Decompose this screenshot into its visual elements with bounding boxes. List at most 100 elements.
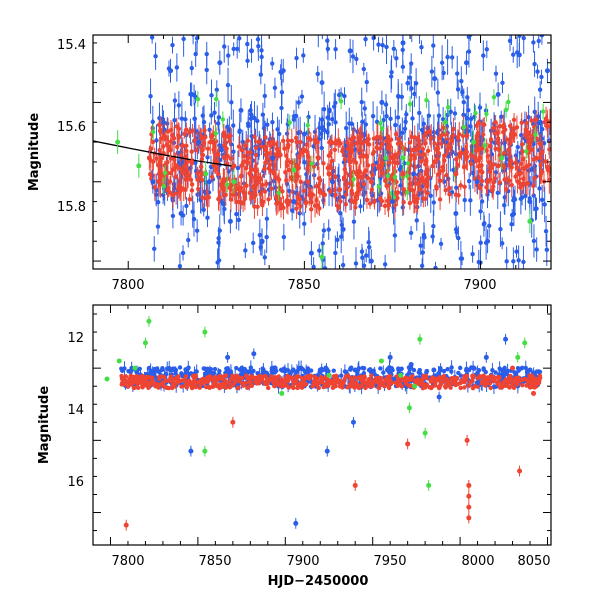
- blue-point: [248, 365, 254, 370]
- blue-point: [356, 366, 362, 371]
- red-point: [342, 167, 348, 172]
- blue-point: [308, 368, 314, 373]
- blue-point: [511, 211, 517, 217]
- blue-point: [376, 42, 381, 47]
- red-point: [216, 196, 222, 201]
- blue-point: [388, 369, 394, 374]
- blue-point: [459, 78, 464, 84]
- red-point: [502, 164, 507, 169]
- red-point: [247, 190, 253, 196]
- blue-point: [449, 365, 454, 370]
- blue-point: [478, 240, 483, 245]
- red-point: [274, 146, 280, 152]
- red-point: [361, 174, 366, 179]
- red-point: [298, 179, 303, 185]
- top-y-axis-title: Magnitude: [27, 113, 42, 192]
- red-point: [485, 179, 491, 185]
- blue-point: [493, 170, 499, 175]
- blue-point: [531, 141, 536, 147]
- blue-point: [157, 115, 162, 121]
- red-point: [267, 162, 272, 167]
- red-point: [480, 122, 486, 128]
- blue-point: [468, 116, 474, 122]
- blue-point: [463, 60, 469, 66]
- blue-point: [495, 91, 501, 97]
- blue-point: [323, 365, 329, 370]
- red-point: [256, 139, 261, 144]
- red-point: [468, 161, 474, 167]
- red-point: [411, 147, 417, 153]
- blue-point: [326, 121, 331, 127]
- red-point: [195, 177, 200, 183]
- red-point: [241, 191, 247, 197]
- red-point: [484, 148, 489, 153]
- red-point: [170, 132, 175, 138]
- blue-point: [209, 370, 214, 375]
- green-point: [385, 173, 391, 178]
- red-point: [501, 125, 506, 130]
- blue-point: [403, 119, 408, 125]
- red-point: [192, 138, 197, 143]
- blue-point: [498, 226, 503, 232]
- blue-point: [537, 119, 543, 125]
- red-point: [458, 183, 464, 188]
- green-point: [319, 254, 325, 260]
- red-point: [200, 195, 205, 200]
- blue-point: [388, 116, 393, 121]
- blue-point: [150, 179, 156, 185]
- red-point: [300, 150, 305, 155]
- blue-point: [421, 121, 426, 126]
- blue-point: [361, 263, 367, 268]
- blue-point: [470, 251, 475, 257]
- blue-point: [196, 139, 202, 145]
- red-point: [180, 143, 185, 149]
- blue-point: [231, 46, 236, 52]
- blue-point: [419, 45, 424, 50]
- red-point: [370, 151, 376, 157]
- red-point: [314, 184, 319, 189]
- top-ticks: [92, 35, 552, 269]
- blue-point: [379, 99, 385, 105]
- red-point: [329, 140, 335, 146]
- red-point: [461, 165, 467, 170]
- blue-point: [209, 113, 214, 118]
- red-point: [356, 170, 361, 175]
- red-point: [478, 169, 484, 174]
- red-point: [252, 134, 257, 140]
- blue-point: [308, 250, 314, 256]
- red-point: [209, 174, 215, 180]
- blue-point: [361, 66, 366, 72]
- blue-point: [418, 243, 423, 248]
- blue-point: [542, 202, 547, 207]
- blue-point: [347, 48, 353, 54]
- red-point: [198, 133, 204, 139]
- red-point: [309, 207, 314, 212]
- blue-point: [231, 149, 236, 154]
- blue-point: [502, 203, 507, 208]
- blue-point: [227, 218, 233, 224]
- blue-point: [534, 247, 539, 252]
- blue-point: [299, 94, 305, 99]
- red-point: [249, 195, 254, 201]
- blue-point: [523, 365, 528, 371]
- red-point: [285, 145, 291, 150]
- top-xtick-label: 7850: [287, 278, 320, 293]
- blue-point: [445, 366, 450, 372]
- red-point: [205, 146, 211, 151]
- red-point: [189, 188, 195, 193]
- red-point: [365, 175, 371, 181]
- blue-point: [301, 53, 306, 58]
- red-point: [280, 138, 286, 144]
- blue-point: [156, 368, 161, 374]
- blue-point: [457, 365, 463, 371]
- red-point: [253, 152, 259, 158]
- blue-point: [255, 37, 261, 42]
- blue-point: [226, 53, 231, 58]
- red-point: [252, 190, 257, 196]
- blue-point: [537, 87, 543, 92]
- blue-point: [449, 55, 455, 60]
- bottom-panel: 12 14 16 7800 7850 7900 7950 8000 8050 M…: [37, 304, 552, 589]
- red-point: [316, 176, 322, 181]
- blue-point: [483, 369, 488, 375]
- red-point: [420, 175, 425, 181]
